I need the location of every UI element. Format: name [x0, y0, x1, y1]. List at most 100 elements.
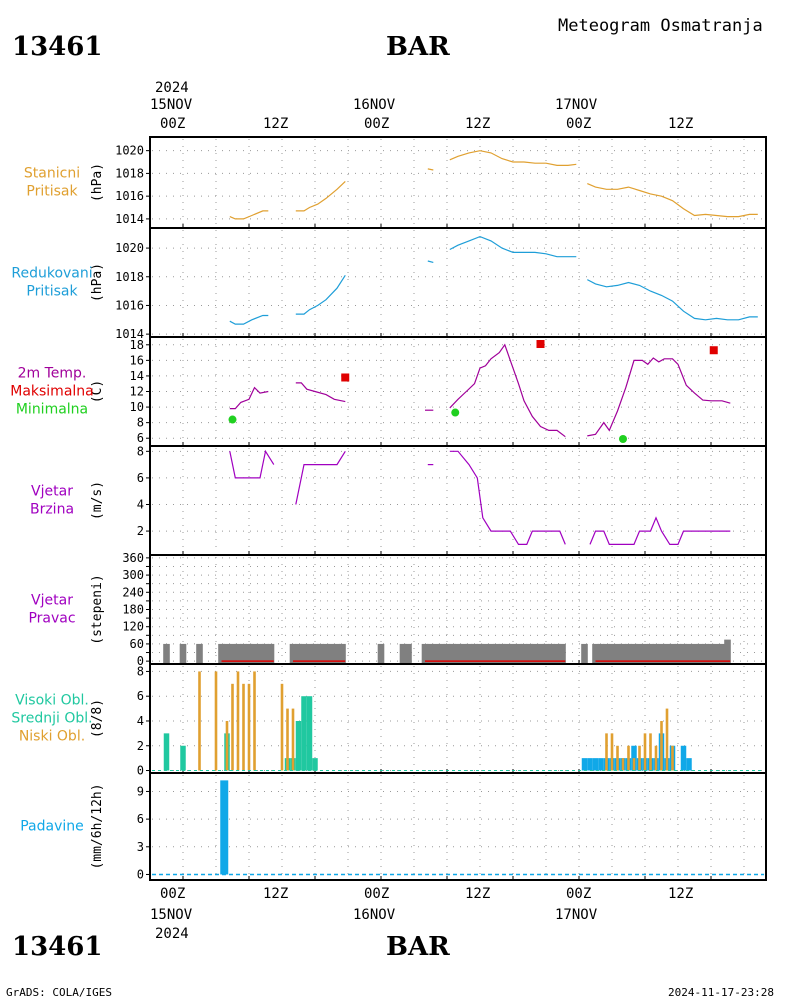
panel-wind-direction: 0 60 120 180 240 300 360 (stepeni) Vjetar Pravac [28, 551, 767, 668]
y-tick-label: 3 [137, 840, 144, 854]
y-tick-label: 1014 [115, 212, 144, 226]
precipitation-bar [220, 780, 229, 875]
y-tick-label: 4 [137, 497, 144, 511]
top-day-label-2: 16NOV [353, 97, 396, 113]
cloud-bar-niski [638, 745, 641, 771]
y-tick-label: 6 [137, 431, 144, 445]
cloud-bar-niski [610, 733, 614, 771]
y-tick-label: 300 [122, 568, 144, 582]
y-tick-label: 0 [137, 867, 144, 881]
top-hour-label-1: 00Z [160, 116, 185, 132]
cloud-bar-srednji [301, 696, 307, 771]
bottom-hour-label-1: 00Z [160, 886, 185, 902]
wind-direction-bar [487, 643, 495, 665]
y-tick-label: 6 [137, 471, 144, 485]
cloud-bar-niski [214, 671, 218, 771]
cloud-bar-niski [247, 683, 251, 771]
wind-direction-bar [707, 643, 715, 665]
footer-credit: GrADS: COLA/IGES [6, 986, 112, 999]
series-line [587, 279, 758, 321]
cloud-bar-niski [291, 708, 295, 771]
station-id-top: 13461 [12, 32, 102, 62]
bottom-day-label-2: 16NOV [353, 907, 396, 923]
wind-direction-bar [531, 643, 539, 665]
panel-frame [149, 445, 767, 556]
series-line [295, 382, 346, 403]
wind-direction-bar [680, 643, 687, 665]
bottom-hour-label-4: 12Z [465, 886, 490, 902]
wind-direction-bar [608, 643, 616, 665]
y-axis-label: (mm/6h/12h) [90, 783, 105, 869]
top-day-label-3: 17NOV [555, 97, 598, 113]
panel-label-line: Brzina [30, 502, 74, 518]
wind-direction-bar [432, 643, 440, 665]
maximum-marker [536, 340, 545, 349]
wind-direction-bar [509, 643, 517, 665]
wind-direction-bar [163, 643, 170, 665]
minimum-marker [619, 434, 627, 443]
wind-direction-bar [498, 643, 506, 665]
wind-direction-bar [636, 643, 643, 665]
panel-label-line: Pritisak [26, 184, 78, 200]
cloud-bar-niski [225, 720, 229, 771]
y-tick-label: 1016 [115, 298, 144, 312]
wind-direction-bar [702, 643, 709, 665]
wind-direction-bar [520, 643, 528, 665]
wind-direction-bar [581, 643, 588, 665]
series-line [449, 450, 566, 546]
top-year-label: 2024 [155, 80, 189, 96]
y-axis-label: (C) [90, 380, 105, 403]
minimum-marker [451, 408, 460, 417]
cloud-bar-srednji [180, 745, 186, 771]
y-axis-label: (hPa) [90, 163, 105, 202]
panel-label-line: Niski Obl. [19, 729, 85, 745]
wind-direction-bar [443, 643, 451, 665]
series-line [229, 386, 269, 410]
y-tick-label: 8 [137, 444, 144, 458]
y-tick-label: 0 [137, 654, 144, 668]
wind-direction-bar [179, 643, 187, 665]
station-id-bottom: 13461 [12, 932, 102, 962]
wind-direction-bar [306, 643, 313, 665]
wind-direction-bar [542, 643, 550, 665]
panel-label-line: Minimalna [16, 402, 88, 418]
cloud-bar-niski [616, 745, 619, 771]
top-time-axis: 2024 15NOV 16NOV 17NOV 00Z 12Z 00Z 12Z 0… [150, 80, 693, 132]
bottom-year-label: 2024 [155, 926, 189, 942]
wind-direction-bar [240, 643, 247, 665]
top-hour-label-3: 00Z [364, 116, 389, 132]
wind-direction-bar [454, 643, 462, 665]
cloud-bar-niski [632, 758, 636, 771]
bottom-time-axis: 00Z 12Z 00Z 12Z 00Z 12Z 15NOV 16NOV 17NO… [150, 886, 693, 942]
wind-direction-bar [476, 643, 484, 665]
cloud-bar-niski [649, 733, 652, 771]
series-line [229, 314, 269, 325]
wind-direction-bar [300, 643, 308, 665]
y-tick-label: 6 [137, 689, 144, 703]
wind-direction-bar [245, 643, 253, 665]
wind-direction-bar [526, 643, 533, 665]
panel-frame [149, 227, 767, 338]
wind-direction-bar [460, 643, 467, 665]
maximum-marker [341, 373, 350, 382]
series-line [589, 516, 731, 546]
cloud-bar-niski [231, 683, 234, 771]
wind-direction-bar [421, 643, 429, 665]
cloud-bar-niski [627, 745, 630, 771]
y-tick-label: 60 [130, 637, 144, 651]
wind-direction-bar [262, 643, 269, 665]
y-tick-label: 240 [122, 585, 144, 599]
series-line [449, 343, 566, 438]
y-tick-label: 1018 [115, 270, 144, 284]
wind-direction-bar [669, 643, 676, 665]
wind-direction-bar [482, 643, 489, 665]
cloud-bar-niski [665, 708, 669, 771]
cloud-bar-niski [660, 720, 663, 771]
cloud-bar-srednji [312, 758, 318, 771]
maximum-marker [709, 346, 718, 355]
y-tick-label: 0 [137, 764, 144, 778]
cloud-bar-srednji [163, 733, 170, 771]
wind-direction-bar [405, 643, 412, 665]
panel-label-line: Vjetar [31, 593, 73, 609]
wind-direction-bar [218, 643, 225, 665]
